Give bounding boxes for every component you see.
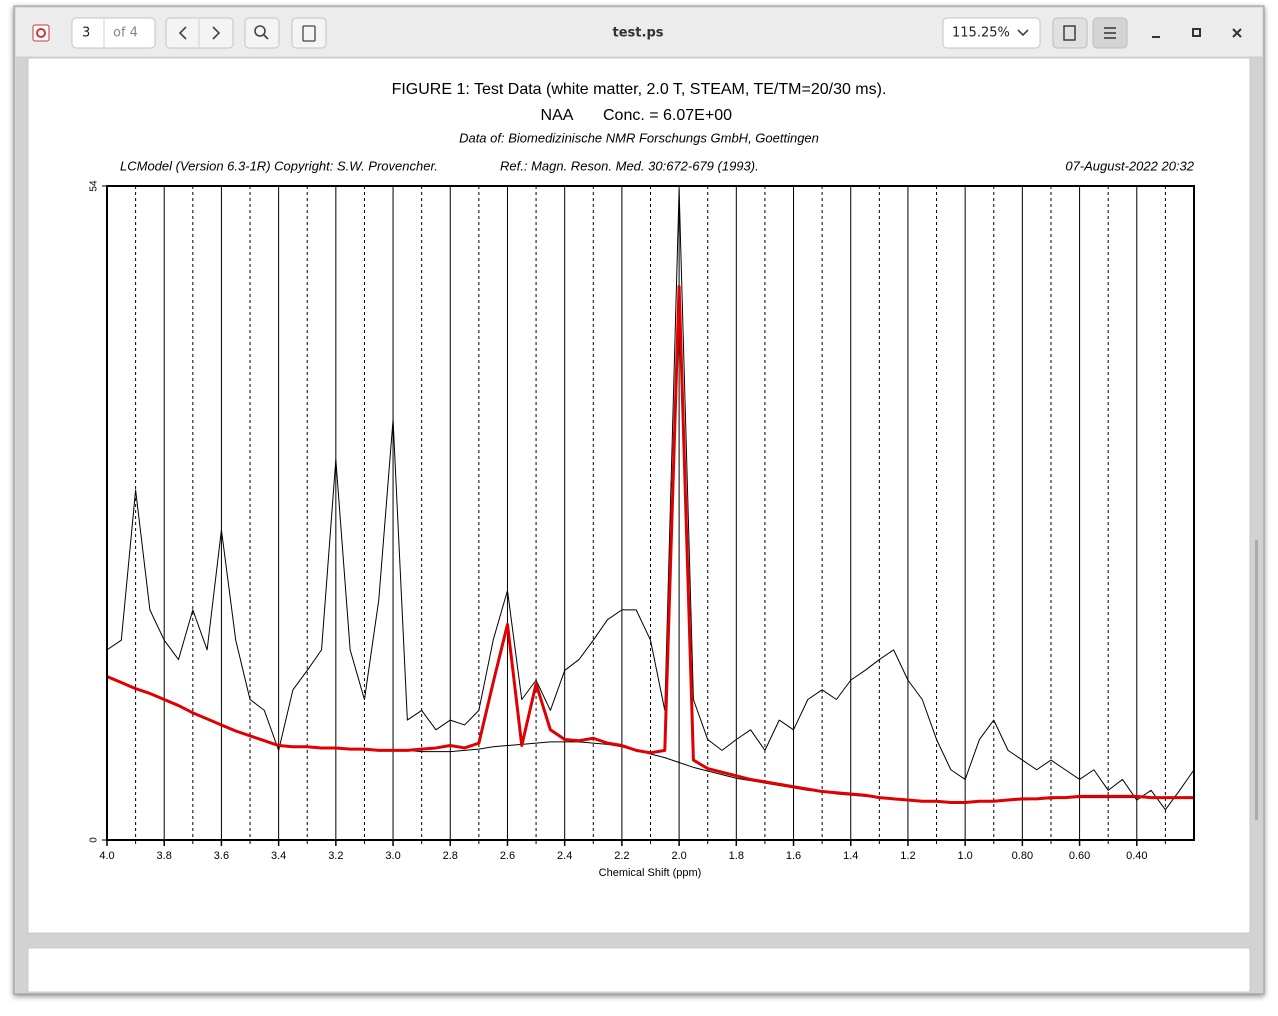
app-icon-box [32,24,50,42]
zoom-combo[interactable] [942,17,1041,49]
chart-title: FIGURE 1: Test Data (white matter, 2.0 T… [392,81,887,98]
x-tick-label: 4.0 [99,850,114,862]
close-button[interactable] [1232,28,1242,38]
spectrum-line [106,189,1195,811]
x-tick-label: 3.2 [328,850,343,862]
y-tick-label: 54 [89,180,100,192]
view-button[interactable] [1052,17,1088,49]
program-note: LCModel (Version 6.3-1R) Copyright: S.W.… [120,158,438,173]
page-number[interactable]: 3 [82,26,90,41]
scrollbar[interactable] [1255,540,1258,820]
zoom-level[interactable]: 115.25% [952,26,1010,41]
data-source: Data of: Biomedizinische NMR Forschungs … [459,130,819,145]
x-tick-label: 2.4 [557,850,572,862]
search-button[interactable] [244,17,280,49]
next-document-page [27,947,1251,993]
x-tick-label: 0.40 [1126,850,1147,862]
plot: 4.0 3.8 3.6 3.4 3.2 3.0 2.8 2.6 2.4 2.2 2.0 1.8 1.6 1… [89,180,1195,862]
x-tick-label: 1.4 [843,850,858,862]
maximize-button[interactable] [1192,28,1201,37]
x-tick-label: 2.6 [500,850,515,862]
x-tick-label: 2.8 [443,850,458,862]
x-tick-label: 3.6 [214,850,229,862]
x-tick-label: 2.2 [614,850,629,862]
page-entry[interactable] [71,17,156,49]
zoom-chevron [1017,29,1029,37]
previous-page-button[interactable] [178,26,187,40]
reference-note: Ref.: Magn. Reson. Med. 30:672-679 (1993… [500,158,759,173]
annotations-button[interactable] [291,17,327,49]
x-tick-label: 0.80 [1012,850,1033,862]
app-icon [32,24,50,42]
x-tick-label: 1.6 [786,850,801,862]
x-tick-label: 3.8 [157,850,172,862]
app-icon-mark [36,28,46,38]
concentration: Conc. = 6.07E+00 [603,107,732,124]
x-tick-label: 1.2 [900,850,915,862]
search-icon [254,25,266,37]
x-tick-label: 1.8 [729,850,744,862]
annotations-icon [302,25,316,42]
window-title: test.ps [613,26,664,41]
x-tick-label: 3.0 [385,850,400,862]
spectrum-line [106,285,1194,804]
view-icon [1063,25,1076,41]
x-tick-label: 2.0 [671,850,686,862]
metabolite: NAA [541,107,574,124]
x-axis-label: Chemical Shift (ppm) [599,867,702,879]
y-tick-label: 0 [89,837,100,843]
x-tick-label: 3.4 [271,850,286,862]
plot-frame [106,185,1195,841]
x-tick-label: 1.0 [958,850,973,862]
menu-icon [1104,27,1116,39]
page-count: of 4 [113,26,138,41]
date-note: 07-August-2022 20:32 [1065,158,1194,173]
next-page-button[interactable] [212,26,221,40]
search-icon-handle [263,34,269,40]
x-tick-label: 0.60 [1069,850,1090,862]
document-page [27,57,1251,934]
